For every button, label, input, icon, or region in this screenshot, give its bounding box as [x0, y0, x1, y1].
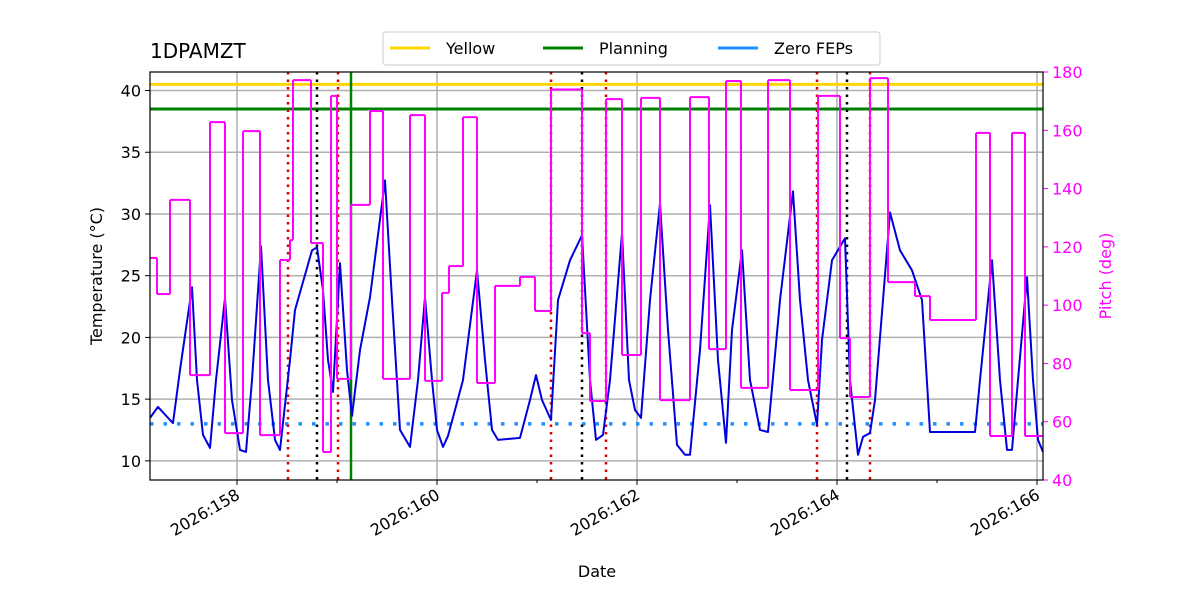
y2-tick-label: 80 — [1052, 354, 1072, 373]
y-tick-label: 30 — [121, 205, 141, 224]
x-tick-label: 2026:162 — [567, 485, 643, 540]
y-tick-label: 35 — [121, 143, 141, 162]
x-tick-label: 2026:164 — [767, 485, 843, 540]
plot-frame — [149, 71, 1044, 481]
y-axis-label: Temperature (°C) — [87, 207, 106, 346]
y-tick-label: 10 — [121, 452, 141, 471]
y2-tick-label: 120 — [1052, 238, 1083, 257]
y-tick-label: 25 — [121, 267, 141, 286]
y2-axis-label: Pitch (deg) — [1096, 233, 1115, 320]
y2-tick-label: 180 — [1052, 63, 1083, 82]
y-tick-label: 15 — [121, 390, 141, 409]
chart-title: 1DPAMZT — [150, 39, 247, 63]
y-tick-label: 20 — [121, 328, 141, 347]
x-tick-label: 2026:160 — [367, 485, 443, 540]
x-axis-label: Date — [578, 562, 616, 581]
y-tick-label: 40 — [121, 82, 141, 101]
legend-label: Planning — [599, 39, 668, 58]
data-line — [149, 179, 1044, 456]
legend-label: Zero FEPs — [774, 39, 853, 58]
y2-tick-label: 140 — [1052, 180, 1083, 199]
legend-label: Yellow — [445, 39, 495, 58]
legend-box — [382, 31, 881, 66]
x-tick-label: 2026:166 — [967, 485, 1043, 540]
y2-tick-label: 40 — [1052, 471, 1072, 490]
x-tick-label: 2026:158 — [167, 485, 243, 540]
y2-tick-label: 60 — [1052, 413, 1072, 432]
y2-tick-label: 100 — [1052, 296, 1083, 315]
y2-tick-label: 160 — [1052, 121, 1083, 140]
